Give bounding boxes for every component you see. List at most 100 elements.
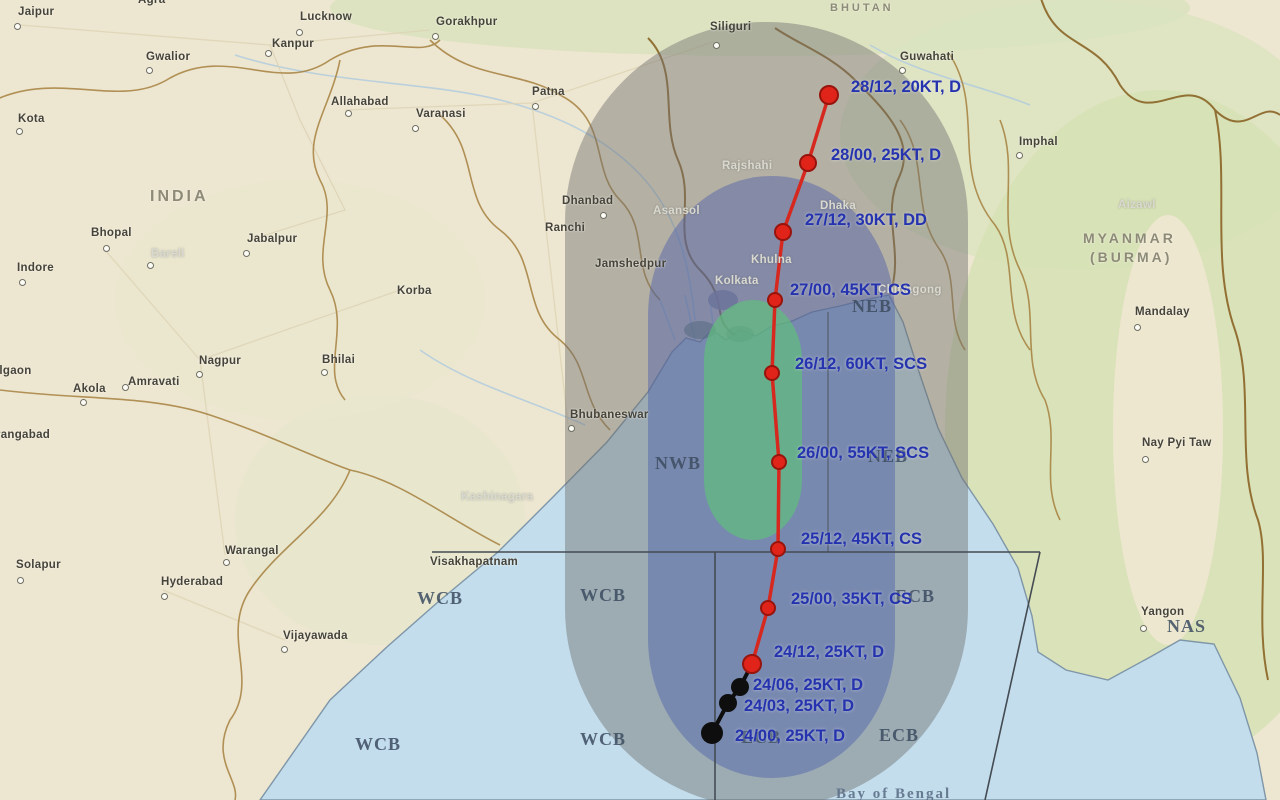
city-label: Kolkata — [715, 275, 759, 287]
city-label: Gorakhpur — [436, 16, 498, 28]
city-label: Bhopal — [91, 227, 132, 239]
city-marker — [223, 559, 230, 566]
track-point-28-00 — [799, 154, 817, 172]
city-label: Hyderabad — [161, 576, 224, 588]
track-point-label: 26/00, 55KT, SCS — [797, 444, 930, 462]
city-label: Dhanbad — [562, 195, 614, 207]
city-label: Visakhapatnam — [430, 556, 519, 568]
city-label: Aizawl — [1118, 199, 1156, 211]
city-label: Agra — [138, 0, 166, 6]
city-label: Dhaka — [820, 200, 857, 212]
track-point-label: 27/00, 45KT, CS — [790, 281, 912, 299]
city-label: Yangon — [1141, 606, 1185, 618]
city-marker — [899, 67, 906, 74]
city-label: Jamshedpur — [595, 258, 667, 270]
track-point-24-12 — [742, 654, 762, 674]
track-point-label: 25/00, 35KT, CS — [791, 590, 913, 608]
country-label: (BURMA) — [1090, 249, 1173, 265]
region-label: WCB — [580, 729, 627, 749]
city-label: Allahabad — [331, 96, 389, 108]
region-label: WCB — [355, 734, 402, 754]
track-point-24-03 — [719, 694, 737, 712]
city-label: Gwalior — [146, 51, 191, 63]
city-marker — [147, 262, 154, 269]
city-marker — [161, 593, 168, 600]
city-label: Warangal — [225, 545, 279, 557]
track-point-label: 24/06, 25KT, D — [753, 676, 864, 694]
track-point-label: 24/12, 25KT, D — [774, 643, 885, 661]
city-label: Ranchi — [545, 222, 586, 234]
city-label: Solapur — [16, 559, 61, 571]
track-line-observed — [710, 663, 754, 734]
track-point-24-06 — [731, 678, 749, 696]
city-label: Mandalay — [1135, 306, 1190, 318]
city-label: Rajshahi — [722, 160, 773, 172]
city-label: Khulna — [751, 254, 792, 266]
city-label: Jabalpur — [247, 233, 298, 245]
city-label: Jaipur — [18, 6, 55, 18]
terrain-tint — [115, 0, 1280, 770]
city-marker — [296, 29, 303, 36]
city-marker — [412, 125, 419, 132]
city-marker — [345, 110, 352, 117]
track-point-label: 26/12, 60KT, SCS — [795, 355, 928, 373]
track-point-26-00 — [771, 454, 787, 470]
city-marker — [281, 646, 288, 653]
city-marker — [146, 67, 153, 74]
road-lines — [19, 24, 714, 641]
track-point-24-00 — [701, 722, 723, 744]
city-label: Guwahati — [900, 51, 955, 63]
city-marker — [568, 425, 575, 432]
city-label: Nagpur — [199, 355, 242, 367]
region-label: NAS — [1167, 616, 1207, 636]
city-label: Kota — [18, 113, 45, 125]
region-label: ECB — [879, 725, 920, 745]
city-label: Asansol — [653, 205, 700, 217]
track-point-label: 27/12, 30KT, DD — [805, 211, 927, 229]
city-label: Kanpur — [272, 38, 315, 50]
country-label: BHUTAN — [830, 2, 894, 14]
city-marker — [432, 33, 439, 40]
city-marker — [532, 103, 539, 110]
track-point-label: 25/12, 45KT, CS — [801, 530, 923, 548]
track-point-25-00 — [760, 600, 776, 616]
city-label: Aurangabad — [0, 429, 51, 441]
track-point-28-12 — [819, 85, 839, 105]
city-label: Bhubaneswar — [570, 409, 649, 421]
city-marker — [600, 212, 607, 219]
country-label: MYANMAR — [1083, 230, 1176, 246]
state-border-lines — [0, 39, 1061, 800]
city-label: Chittagong — [878, 284, 942, 296]
track-point-25-12 — [770, 541, 786, 557]
region-label: WCB — [417, 588, 464, 608]
track-point-27-00 — [767, 292, 783, 308]
city-marker — [321, 369, 328, 376]
city-marker — [1016, 152, 1023, 159]
city-label: Patna — [532, 86, 565, 98]
region-label: NEB — [852, 296, 893, 316]
city-marker — [122, 384, 129, 391]
city-label: Bhilai — [322, 354, 356, 366]
track-point-27-12 — [774, 223, 792, 241]
city-marker — [80, 399, 87, 406]
city-label: Lucknow — [300, 11, 352, 23]
city-label: Indore — [17, 262, 54, 274]
city-label: Imphal — [1019, 136, 1058, 148]
city-marker — [14, 23, 21, 30]
city-marker — [1134, 324, 1141, 331]
city-label: Akola — [73, 383, 106, 395]
region-label: WCB — [580, 585, 627, 605]
city-label: Vijayawada — [283, 630, 348, 642]
city-label: Nay Pyi Taw — [1142, 437, 1212, 449]
track-point-label: 28/12, 20KT, D — [851, 78, 962, 96]
track-point-26-12 — [764, 365, 780, 381]
city-marker — [19, 279, 26, 286]
city-marker — [17, 577, 24, 584]
city-label: Jalgaon — [0, 365, 32, 377]
city-marker — [16, 128, 23, 135]
region-label: NWB — [655, 453, 702, 473]
region-label: ECB — [741, 727, 782, 747]
